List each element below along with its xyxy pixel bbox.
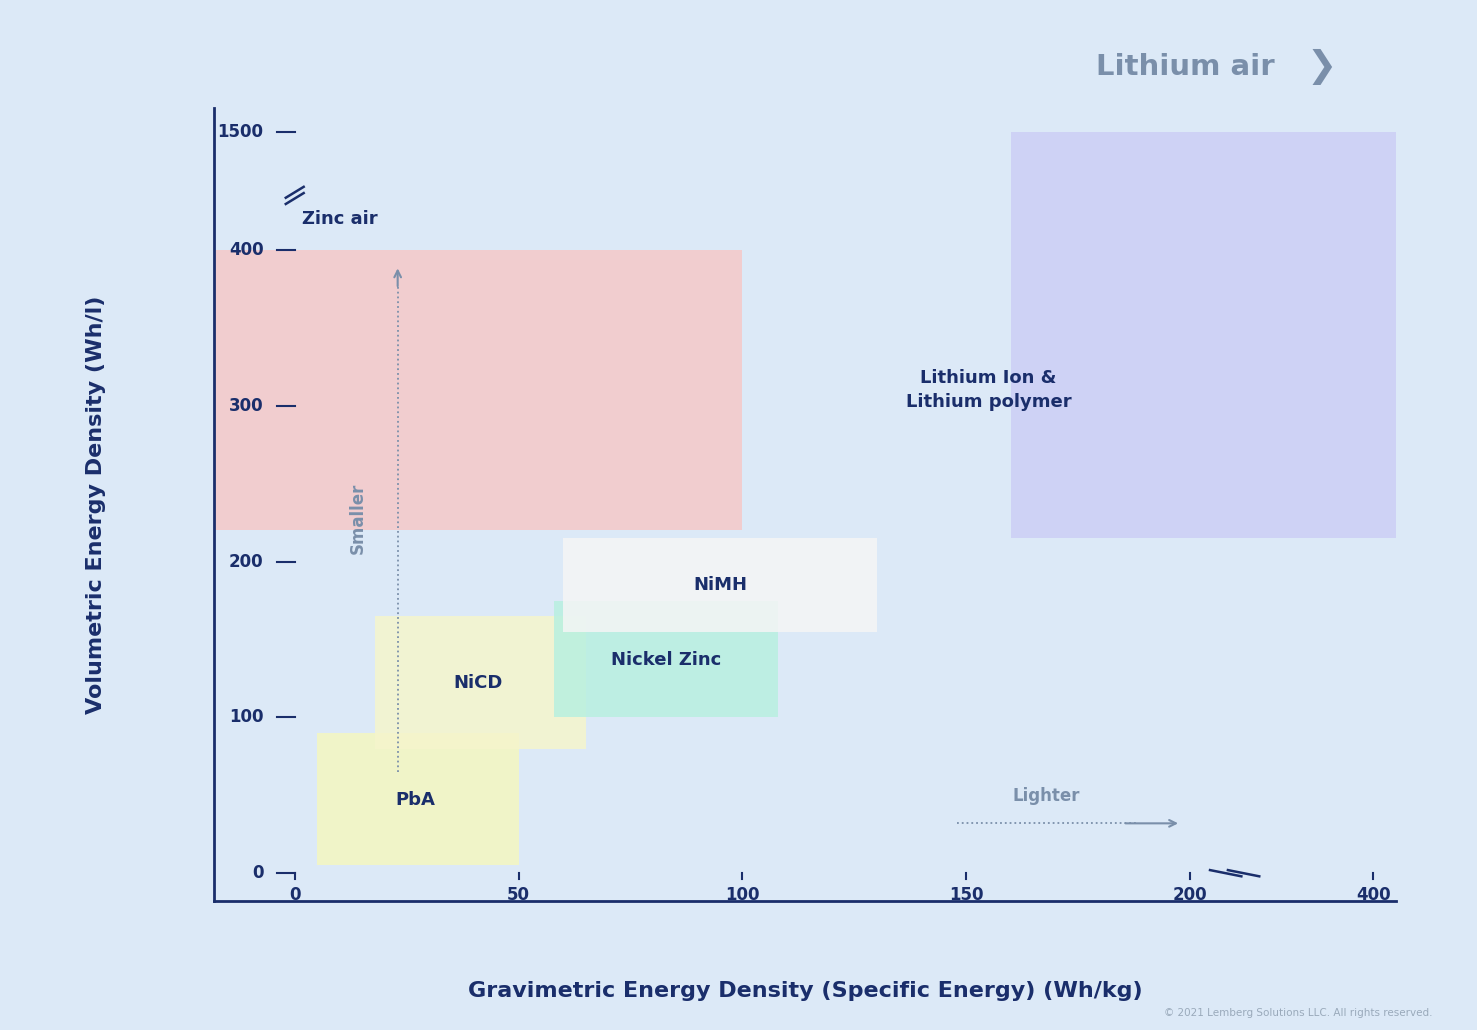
Text: NiMH: NiMH — [693, 576, 747, 594]
Text: NiCD: NiCD — [453, 674, 504, 692]
Bar — [318, 733, 518, 865]
Text: Lighter: Lighter — [1013, 787, 1080, 804]
Bar — [0, 250, 743, 530]
Text: 1500: 1500 — [217, 123, 263, 140]
Text: Smaller: Smaller — [349, 483, 366, 554]
Text: Lithium Ion &
Lithium polymer: Lithium Ion & Lithium polymer — [905, 370, 1071, 411]
Text: 0: 0 — [289, 886, 300, 903]
Text: 300: 300 — [229, 397, 263, 415]
Text: 400: 400 — [1356, 886, 1391, 903]
Text: Gravimetric Energy Density (Specific Energy) (Wh/kg): Gravimetric Energy Density (Specific Ene… — [468, 981, 1142, 1000]
Bar — [554, 600, 778, 717]
Text: 100: 100 — [725, 886, 759, 903]
Text: 400: 400 — [229, 241, 263, 259]
Text: Volumetric Energy Density (Wh/l): Volumetric Energy Density (Wh/l) — [86, 296, 106, 714]
Text: Lithium air: Lithium air — [1096, 53, 1285, 81]
Bar — [563, 539, 876, 631]
Bar — [1010, 132, 1477, 539]
Text: 100: 100 — [229, 709, 263, 726]
Text: 150: 150 — [948, 886, 984, 903]
Text: Nickel Zinc: Nickel Zinc — [611, 651, 721, 668]
Bar — [375, 616, 586, 749]
Text: 50: 50 — [507, 886, 530, 903]
Text: © 2021 Lemberg Solutions LLC. All rights reserved.: © 2021 Lemberg Solutions LLC. All rights… — [1164, 1007, 1433, 1018]
Text: 200: 200 — [1173, 886, 1207, 903]
Text: ❯: ❯ — [1307, 49, 1337, 84]
Text: Zinc air: Zinc air — [301, 210, 377, 228]
Text: 200: 200 — [229, 552, 263, 571]
Text: PbA: PbA — [396, 791, 436, 809]
Text: 0: 0 — [253, 864, 263, 883]
